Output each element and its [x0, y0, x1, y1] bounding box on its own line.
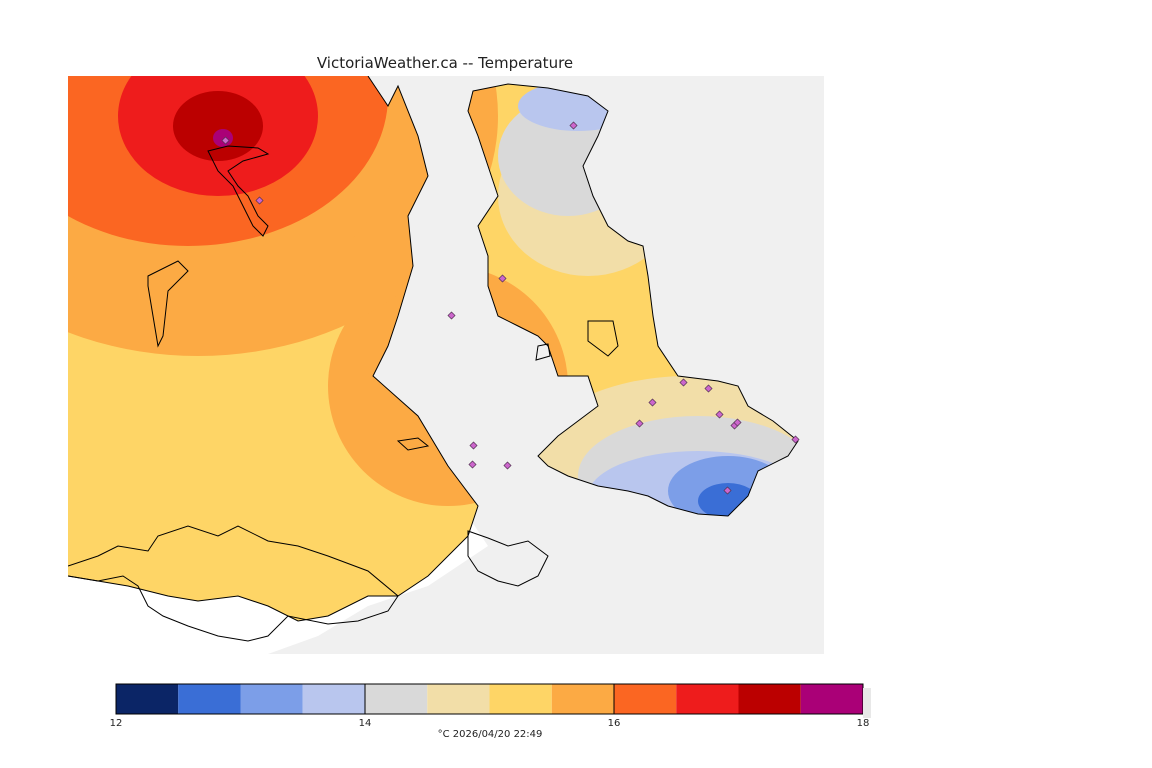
station-marker[interactable]: [715, 410, 724, 419]
legend-swatch: [365, 684, 428, 714]
legend-swatch: [178, 684, 241, 714]
legend-shadow: [863, 688, 871, 718]
temperature-map[interactable]: [68, 76, 824, 654]
station-marker[interactable]: [447, 311, 456, 320]
color-legend: [115, 683, 871, 718]
station-marker[interactable]: [679, 378, 688, 387]
station-markers[interactable]: [221, 121, 800, 495]
legend-swatch: [240, 684, 303, 714]
legend-swatch: [427, 684, 490, 714]
legend-swatch: [676, 684, 739, 714]
station-marker[interactable]: [635, 419, 644, 428]
station-marker[interactable]: [503, 461, 512, 470]
legend-tick-18: 18: [856, 718, 870, 729]
legend-caption: °C 2026/04/20 22:49: [437, 729, 543, 740]
legend-swatch: [489, 684, 552, 714]
station-marker[interactable]: [723, 486, 732, 495]
station-marker[interactable]: [791, 435, 800, 444]
station-marker[interactable]: [733, 418, 742, 427]
legend-swatch: [614, 684, 677, 714]
legend-tick-12: 12: [109, 718, 123, 729]
legend-swatch: [551, 684, 614, 714]
legend-swatch: [302, 684, 365, 714]
legend-tick-16: 16: [607, 718, 621, 729]
legend-swatch: [800, 684, 863, 714]
station-marker[interactable]: [468, 460, 477, 469]
station-marker[interactable]: [704, 384, 713, 393]
coastlines: [68, 76, 799, 642]
station-marker[interactable]: [498, 274, 507, 283]
legend-swatch: [738, 684, 801, 714]
station-marker[interactable]: [469, 441, 478, 450]
station-marker[interactable]: [648, 398, 657, 407]
station-marker[interactable]: [221, 136, 230, 145]
station-marker[interactable]: [569, 121, 578, 130]
legend-swatch: [116, 684, 179, 714]
station-marker[interactable]: [255, 196, 264, 205]
legend-tick-14: 14: [358, 718, 372, 729]
map-title: VictoriaWeather.ca -- Temperature: [316, 54, 574, 72]
